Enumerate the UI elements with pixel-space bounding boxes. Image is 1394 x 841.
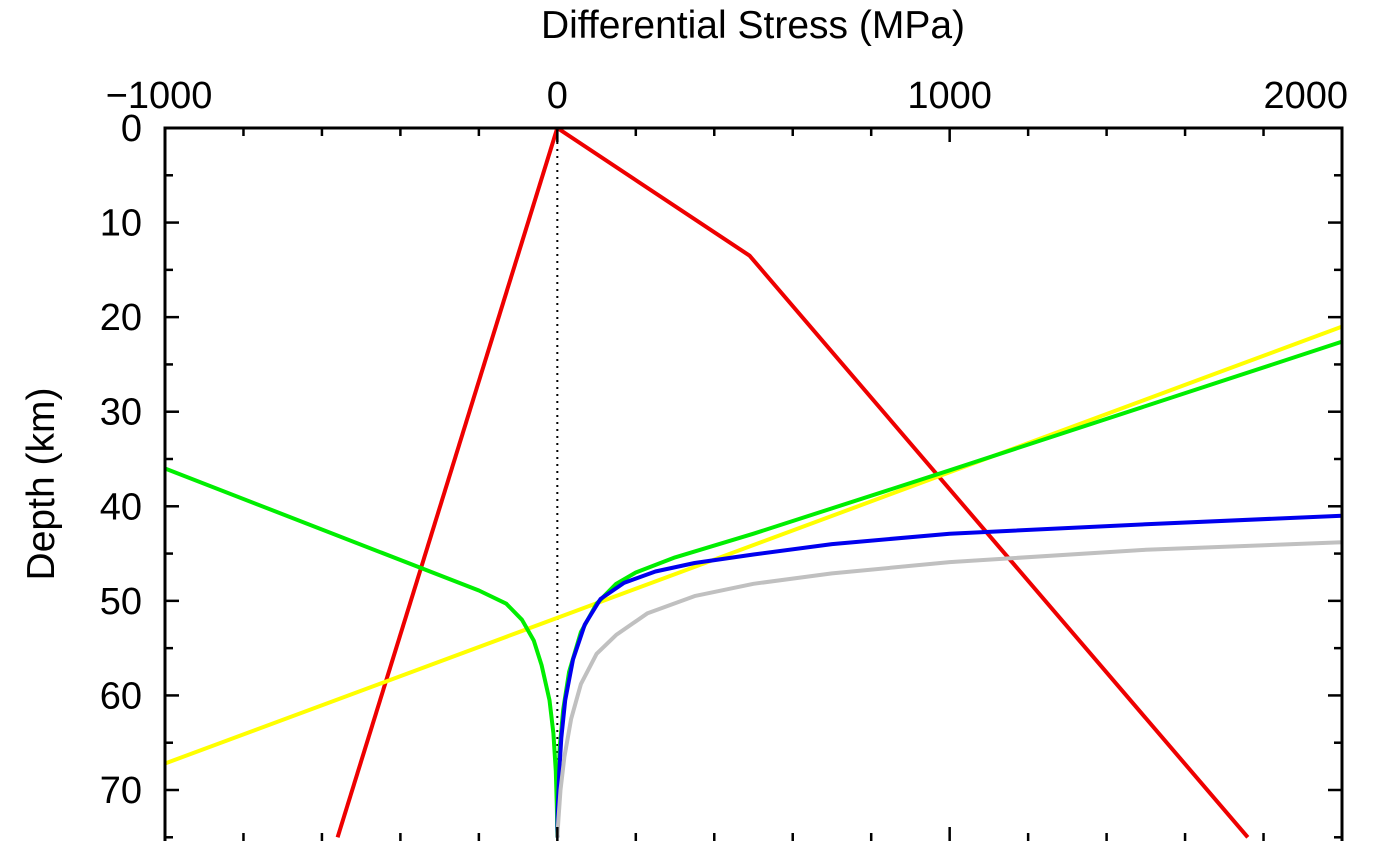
series-line-2 xyxy=(165,324,1342,766)
y-tick-labels: 0 10 20 30 40 50 60 70 xyxy=(100,108,142,812)
plot-area xyxy=(165,128,1342,841)
series-line-0 xyxy=(335,128,560,838)
x-tick-label: 0 xyxy=(547,75,568,117)
axis-ticks xyxy=(163,126,1344,841)
y-tick-label: 70 xyxy=(100,770,142,812)
series-line-3 xyxy=(555,339,1342,838)
series-line-4 xyxy=(165,466,560,838)
x-tick-labels: −1000 0 1000 2000 xyxy=(106,75,1348,117)
y-tick-label: 20 xyxy=(100,297,142,339)
x-tick-label: 1000 xyxy=(907,75,992,117)
y-tick-label: 0 xyxy=(121,108,142,150)
plot-frame xyxy=(163,126,1344,841)
y-tick-label: 10 xyxy=(100,203,142,245)
y-tick-label: 30 xyxy=(100,392,142,434)
x-tick-label: 2000 xyxy=(1263,75,1348,117)
y-tick-label: 50 xyxy=(100,581,142,623)
series-lines xyxy=(165,128,1342,839)
series-line-1 xyxy=(556,128,1250,839)
y-tick-label: 40 xyxy=(100,486,142,528)
series-line-6 xyxy=(555,540,1342,838)
series-line-5 xyxy=(555,513,1342,838)
y-tick-label: 60 xyxy=(100,675,142,717)
y-axis-title: Depth (km) xyxy=(20,388,63,581)
x-tick-label: −1000 xyxy=(106,75,213,117)
x-axis-title: Differential Stress (MPa) xyxy=(541,4,965,47)
